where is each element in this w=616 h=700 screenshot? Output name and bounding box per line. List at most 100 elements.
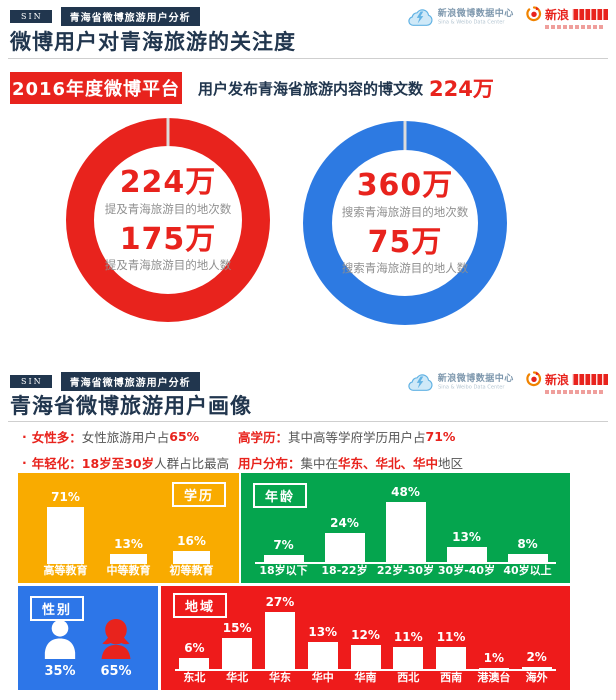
data-center-subtext: Sina & Weibo Data Center — [437, 19, 505, 25]
region-chart-tag: 地域 — [173, 593, 228, 618]
bar-column: 13% 30岁-40岁 — [436, 477, 497, 578]
bar-category-label: 华中 — [311, 671, 334, 684]
age-axis-baseline — [255, 562, 556, 564]
bar-value-label: 13% — [308, 625, 338, 639]
bullet-strong: 华东、华北、华中 — [338, 456, 439, 471]
bar-column: 13% 华中 — [301, 590, 344, 685]
searches-donut: 360万 搜索青海旅游目的地次数 75万 搜索青海旅游目的地人数 — [303, 121, 507, 325]
bar — [436, 647, 467, 671]
bar-category-label: 18-22岁 — [321, 564, 368, 577]
bullet-text: 集中在 — [300, 456, 339, 471]
female-percentage: 65% — [100, 664, 132, 679]
bar-value-label: 48% — [391, 485, 420, 499]
banner-text: 用户发布青海省旅游内容的博文数 — [198, 79, 424, 98]
banner-year-tag: 2016年度微博平台 — [10, 72, 182, 104]
donut-notch — [166, 118, 170, 146]
bar-column: 8% 40岁以上 — [497, 477, 558, 578]
sina-name: 新浪 — [544, 8, 569, 22]
weibo-data-center-logo: 新浪微博数据中心 Sina & Weibo Data Center — [408, 6, 516, 26]
section1-badges: SIN 青海省微博旅游用户分析 — [10, 7, 200, 26]
bullet-label: 年轻化： — [31, 456, 82, 471]
bar-category-label: 港澳台 — [477, 671, 511, 684]
bullet-strong: 65% — [169, 429, 200, 444]
topic-badge: 青海省微博旅游用户分析 — [60, 372, 200, 391]
key-findings: · 女性多： 女性旅游用户占 65% 高学历： 其中高等学府学历用户占 71% … — [22, 427, 602, 479]
bullet-strong: 71% — [425, 429, 456, 444]
mentions-people-value: 175万 — [119, 221, 217, 257]
bar — [173, 551, 210, 564]
bar-category-label: 西北 — [397, 671, 420, 684]
bar-value-label: 27% — [265, 595, 295, 609]
bar-column: 48% 22岁-30岁 — [375, 477, 436, 578]
bar — [307, 642, 338, 671]
sin-badge: SIN — [10, 10, 52, 23]
bullet-label: 用户分布： — [238, 456, 301, 471]
bar-category-label: 高等教育 — [43, 564, 88, 577]
donut-notch — [403, 121, 407, 150]
data-center-name: 新浪微博数据中心 — [437, 9, 514, 19]
search-people-label: 搜索青海旅游目的地人数 — [341, 261, 469, 275]
topic-badge: 青海省微博旅游用户分析 — [60, 7, 200, 26]
bullet-text: 其中高等学府学历用户占 — [288, 430, 426, 445]
data-center-subtext: Sina & Weibo Data Center — [437, 384, 505, 390]
male-figure: 35% — [40, 618, 80, 679]
bullet-young: · 年轻化： 18岁至30岁 人群占比最高 — [22, 453, 238, 472]
mentions-count-label: 提及青海旅游目的地次数 — [104, 201, 232, 216]
sina-logo: 新浪 — [526, 6, 608, 29]
sina-eye-icon — [526, 6, 542, 22]
region-axis-baseline — [175, 669, 556, 671]
education-bars: 71% 高等教育 13% 中等教育 16% 初等教育 — [34, 477, 223, 578]
sin-badge: SIN — [10, 375, 52, 388]
header-logos: 新浪微博数据中心 Sina & Weibo Data Center 新浪 — [408, 371, 608, 394]
section2-badges: SIN 青海省微博旅游用户分析 — [10, 372, 200, 391]
region-chart-panel: 地域 6% 东北 15% 华北 27% 华东 13% 华中 12% 华南 11% 西北 11% 西南 1% 港… — [161, 586, 570, 690]
bar-column: 13% 中等教育 — [97, 477, 160, 578]
bar — [507, 554, 548, 564]
bar-category-label: 40岁以上 — [503, 564, 552, 577]
search-people-value: 75万 — [367, 224, 443, 260]
sina-logo: 新浪 — [526, 371, 608, 394]
bar-value-label: 16% — [177, 534, 206, 548]
bar — [324, 533, 365, 564]
section1-title: 微博用户对青海旅游的关注度 — [10, 30, 296, 54]
mentions-people-label: 提及青海旅游目的地人数 — [104, 258, 232, 272]
search-count-label: 搜索青海旅游目的地次数 — [341, 204, 469, 219]
bar-value-label: 13% — [452, 530, 481, 544]
bar-category-label: 初等教育 — [169, 564, 214, 577]
bar-value-label: 12% — [351, 628, 380, 642]
section1-divider — [8, 58, 608, 59]
bullet-strong: 18岁至30岁 — [81, 456, 155, 471]
bullet-dot: · — [22, 455, 27, 470]
bar-value-label: 11% — [393, 630, 423, 644]
age-chart-panel: 年龄 7% 18岁以下 24% 18-22岁 48% 22岁-30岁 13% 30岁-40岁 8… — [241, 473, 570, 583]
sina-red-block — [572, 9, 608, 20]
bar-category-label: 中等教育 — [106, 564, 151, 577]
bar-column: 15% 华北 — [216, 590, 259, 685]
bar — [110, 554, 147, 564]
mentions-donut: 224万 提及青海旅游目的地次数 175万 提及青海旅游目的地人数 — [66, 118, 270, 322]
bar-category-label: 22岁-30岁 — [376, 564, 435, 577]
bar-column: 12% 华南 — [344, 590, 387, 685]
cloud-icon — [408, 373, 433, 391]
bar — [47, 507, 84, 564]
sina-eye-icon — [526, 371, 542, 387]
bar-column: 27% 华东 — [259, 590, 302, 685]
bullet-text: 地区 — [438, 456, 464, 471]
bar — [446, 547, 487, 564]
bar — [222, 638, 253, 671]
bar-value-label: 2% — [526, 650, 547, 664]
bar-value-label: 13% — [114, 537, 143, 551]
data-center-name: 新浪微博数据中心 — [437, 374, 514, 384]
bar — [263, 555, 304, 564]
bar-category-label: 华南 — [354, 671, 377, 684]
banner-value: 224万 — [429, 77, 494, 101]
banner-line: 用户发布青海省旅游内容的博文数 224万 — [198, 72, 494, 104]
sina-name: 新浪 — [544, 373, 569, 387]
bar-column: 6% 东北 — [173, 590, 216, 685]
header-logos: 新浪微博数据中心 Sina & Weibo Data Center 新浪 — [408, 6, 608, 29]
section2-title: 青海省微博旅游用户画像 — [10, 394, 252, 418]
education-chart-tag: 学历 — [171, 482, 226, 507]
gender-chart-tag: 性别 — [30, 596, 85, 621]
bullet-label: 高学历： — [238, 430, 289, 445]
